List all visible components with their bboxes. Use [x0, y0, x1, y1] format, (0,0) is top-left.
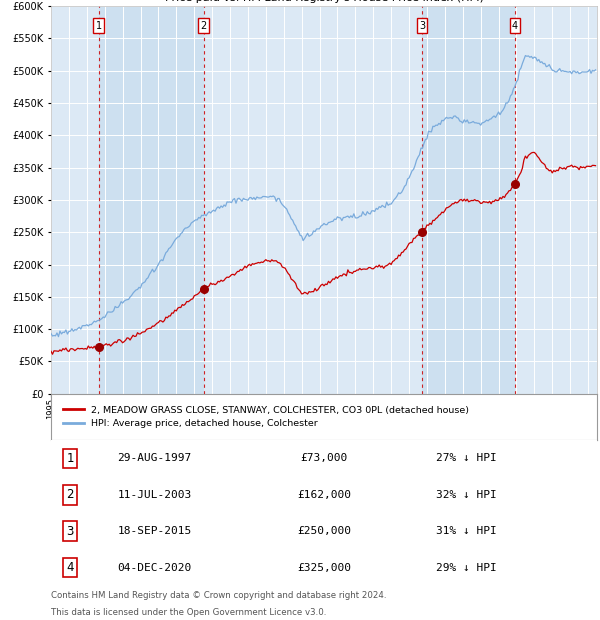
Text: 4: 4 — [512, 20, 518, 30]
Text: Contains HM Land Registry data © Crown copyright and database right 2024.: Contains HM Land Registry data © Crown c… — [51, 591, 386, 600]
Text: 04-DEC-2020: 04-DEC-2020 — [118, 563, 192, 573]
Title: 2, MEADOW GRASS CLOSE, STANWAY, COLCHESTER, CO3 0PL
Price paid vs. HM Land Regis: 2, MEADOW GRASS CLOSE, STANWAY, COLCHEST… — [152, 0, 496, 2]
Bar — [51, 6, 98, 394]
Text: £325,000: £325,000 — [297, 563, 351, 573]
Text: 32% ↓ HPI: 32% ↓ HPI — [436, 490, 496, 500]
Text: 2: 2 — [67, 489, 74, 502]
Text: 3: 3 — [67, 525, 74, 538]
Text: 11-JUL-2003: 11-JUL-2003 — [118, 490, 192, 500]
Bar — [515, 6, 597, 394]
Text: This data is licensed under the Open Government Licence v3.0.: This data is licensed under the Open Gov… — [51, 608, 326, 617]
Text: 1: 1 — [67, 452, 74, 465]
Text: 31% ↓ HPI: 31% ↓ HPI — [436, 526, 496, 536]
Text: 29-AUG-1997: 29-AUG-1997 — [118, 453, 192, 463]
Bar — [422, 6, 515, 394]
Text: 18-SEP-2015: 18-SEP-2015 — [118, 526, 192, 536]
Bar — [204, 6, 422, 394]
Text: £250,000: £250,000 — [297, 526, 351, 536]
Text: 29% ↓ HPI: 29% ↓ HPI — [436, 563, 496, 573]
Text: 4: 4 — [67, 561, 74, 574]
Text: £73,000: £73,000 — [301, 453, 347, 463]
Bar — [98, 6, 204, 394]
Legend: 2, MEADOW GRASS CLOSE, STANWAY, COLCHESTER, CO3 0PL (detached house), HPI: Avera: 2, MEADOW GRASS CLOSE, STANWAY, COLCHEST… — [61, 404, 471, 430]
Text: 3: 3 — [419, 20, 425, 30]
Text: 27% ↓ HPI: 27% ↓ HPI — [436, 453, 496, 463]
Text: £162,000: £162,000 — [297, 490, 351, 500]
Text: 2: 2 — [200, 20, 207, 30]
Text: 1: 1 — [95, 20, 101, 30]
